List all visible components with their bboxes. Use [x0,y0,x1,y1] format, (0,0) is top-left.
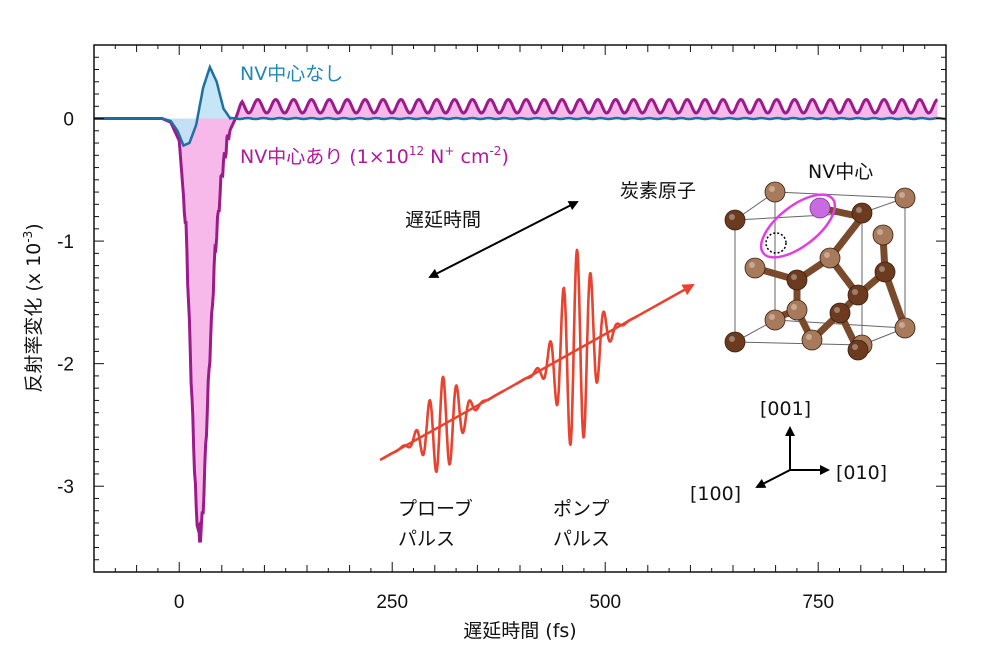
label-nv-suffix: cm [454,146,489,168]
carbon-atom-highlight [791,274,797,280]
x-tick-label: 250 [376,592,408,613]
pump-label-line1: ポンプ [553,498,609,520]
carbon-atom-highlight [852,289,858,295]
crystal-axes: [001] [010] [100] [690,398,887,505]
label-nv-sup3: -2 [489,144,501,158]
y-axis-title: 反射率変化 (x 10-3) [21,223,45,392]
y-axis-title-exponent: -3 [21,231,35,243]
no-nv-series-fill [162,67,233,146]
label-nv-mid: N [424,146,444,168]
nitrogen-atom [809,197,831,219]
nv-center-label: NV中心 [808,161,873,183]
carbon-atom [847,284,869,306]
carbon-atom [894,187,916,209]
carbon-atom-highlight [729,214,735,220]
label-nv-sup2: + [444,144,454,158]
carbon-atom [801,329,823,351]
carbon-atom [872,224,894,246]
carbon-atom [874,261,896,283]
carbon-atom-highlight [899,322,905,328]
lattice-edge [774,319,906,329]
carbon-atom [829,302,851,324]
carbon-atom-highlight [769,186,775,192]
y-tick-label: -3 [57,477,74,498]
carbon-atom [764,181,786,203]
carbon-atom [847,339,869,361]
carbon-atom-highlight [877,229,883,235]
y-axis-title-main: 反射率変化 (x 10 [23,243,45,393]
label-no-nv: NV中心なし [240,63,343,85]
svg-text:反射率変化 (x 10-3): 反射率変化 (x 10-3) [21,223,45,392]
carbon-atom [724,331,746,353]
diamond-lattice-diagram [724,181,916,361]
carbon-atom [786,269,808,291]
carbon-atom-highlight [749,262,755,268]
label-nv-prefix: NV中心あり (1×10 [240,146,409,168]
axis-001-label: [001] [760,398,811,420]
pump-label-line2: パルス [553,528,610,550]
axis-010-label: [010] [836,462,887,484]
axis-100-arrow [755,469,791,488]
carbon-atom-highlight [856,207,862,213]
series-lines [94,63,946,543]
carbon-atom-highlight [729,336,735,342]
carbon-atom-highlight [806,334,812,340]
carbon-atom-highlight [791,304,797,310]
x-axis-title: 遅延時間 (fs) [463,620,576,642]
carbon-atom [786,299,808,321]
probe-label-line1: プローブ [398,497,473,520]
x-tick-label: 0 [174,592,185,613]
carbon-atom-highlight [824,252,830,258]
tick-labels: 0 250 500 750 0 -1 -2 -3 [57,110,834,613]
axis-100-label: [100] [690,483,741,505]
no-nv-series-line [94,63,946,148]
pump-pulse [515,248,639,446]
delay-label: 遅延時間 [405,209,481,231]
carbon-atom [764,309,786,331]
lattice-edge [774,191,906,199]
x-tick-label: 750 [802,592,834,613]
vacancy-site [765,232,787,254]
y-axis-title-close: ) [23,223,45,230]
label-nv-end: ) [501,146,508,168]
carbon-atom-label: 炭素原子 [620,180,696,202]
carbon-atom [724,209,746,231]
series-fills [162,67,938,542]
carbon-atom [819,247,841,269]
y-tick-label: -1 [57,232,74,253]
carbon-atom-highlight [852,344,858,350]
carbon-atom-highlight [834,307,840,313]
carbon-atom-highlight [899,192,905,198]
carbon-atom-highlight [879,266,885,272]
x-tick-label: 500 [589,592,621,613]
axis-ticks [93,44,947,573]
label-nv-sup1: 12 [409,144,424,158]
delay-arrow [428,201,579,278]
nv-series-line [94,98,939,543]
pulse-propagation-arrow [379,283,695,462]
nv-center-ring [759,193,837,259]
probe-label-line2: パルス [398,528,455,550]
carbon-atom [744,257,766,279]
carbon-atom-highlight [769,314,775,320]
carbon-atom [851,202,873,224]
lattice-edge [734,341,863,346]
label-nv: NV中心あり (1×1012 N+ cm-2) [240,144,509,168]
y-tick-label: -2 [57,355,74,376]
y-tick-label: 0 [63,110,74,131]
carbon-atom [894,317,916,339]
